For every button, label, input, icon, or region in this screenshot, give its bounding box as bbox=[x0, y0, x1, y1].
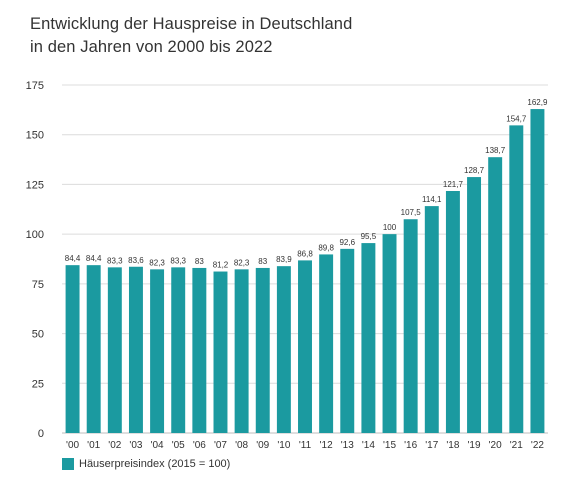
y-tick-label: 100 bbox=[26, 229, 44, 241]
data-label-18: 121,7 bbox=[443, 180, 464, 189]
y-tick-label: 125 bbox=[26, 179, 44, 191]
data-label-7: 81,2 bbox=[213, 261, 229, 270]
bar-12 bbox=[319, 254, 334, 433]
bar-13 bbox=[340, 248, 355, 433]
chart-title-line-2: in den Jahren von 2000 bis 2022 bbox=[30, 38, 273, 56]
bar-16 bbox=[403, 219, 418, 433]
bar-5 bbox=[171, 267, 186, 433]
data-label-0: 84,4 bbox=[65, 254, 81, 263]
x-tick-label-2: '02 bbox=[108, 440, 121, 451]
bar-9 bbox=[255, 267, 270, 433]
data-label-3: 83,6 bbox=[128, 256, 144, 265]
bar-1 bbox=[86, 265, 101, 433]
data-label-13: 92,6 bbox=[339, 238, 355, 247]
bar-17 bbox=[424, 206, 439, 433]
y-tick-label: 75 bbox=[32, 279, 44, 291]
x-tick-label-20: '20 bbox=[489, 440, 502, 451]
x-tick-label-8: '08 bbox=[235, 440, 248, 451]
bar-4 bbox=[150, 269, 165, 433]
bar-15 bbox=[382, 234, 397, 433]
bar-14 bbox=[361, 243, 376, 433]
data-label-12: 89,8 bbox=[318, 243, 334, 252]
x-axis-tick-labels: '00 '01 '02 '03 '04 '05 '06 '07 '08 '09 '10 '11 '12 '… bbox=[66, 440, 544, 451]
x-tick-label-16: '16 bbox=[404, 440, 417, 451]
bar-22 bbox=[530, 109, 545, 433]
data-label-1: 84,4 bbox=[86, 254, 102, 263]
bar-20 bbox=[488, 157, 503, 433]
x-tick-label-19: '19 bbox=[468, 440, 481, 451]
data-label-11: 86,8 bbox=[297, 249, 313, 258]
legend: Häuserpreisindex (2015 = 100) bbox=[62, 458, 230, 470]
x-tick-label-17: '17 bbox=[425, 440, 438, 451]
x-tick-label-11: '11 bbox=[299, 440, 312, 451]
grid-lines bbox=[62, 84, 548, 434]
bar-18 bbox=[445, 190, 460, 433]
data-label-8: 82,3 bbox=[234, 258, 250, 267]
x-tick-label-15: '15 bbox=[383, 440, 396, 451]
x-tick-label-22: '22 bbox=[531, 440, 544, 451]
data-labels: 84,4 84,4 83,3 83,6 82,3 83,3 83 81,2 82,3 83 83,9… bbox=[65, 98, 548, 269]
data-label-20: 138,7 bbox=[485, 146, 506, 155]
data-label-9: 83 bbox=[258, 257, 267, 266]
bar-2 bbox=[107, 267, 122, 433]
x-tick-label-21: '21 bbox=[510, 440, 523, 451]
chart-title-line-1: Entwicklung der Hauspreise in Deutschlan… bbox=[30, 15, 353, 33]
bar-11 bbox=[298, 260, 312, 433]
data-label-10: 83,9 bbox=[276, 255, 292, 264]
x-tick-label-18: '18 bbox=[446, 440, 459, 451]
x-tick-label-9: '09 bbox=[256, 440, 269, 451]
x-tick-label-3: '03 bbox=[129, 440, 142, 451]
data-label-19: 128,7 bbox=[464, 166, 485, 175]
x-tick-label-7: '07 bbox=[214, 440, 227, 451]
bar-10 bbox=[276, 266, 291, 433]
x-tick-label-1: '01 bbox=[87, 440, 100, 451]
chart-title: Entwicklung der Hauspreise in Deutschlan… bbox=[30, 13, 570, 59]
x-tick-label-13: '13 bbox=[341, 440, 354, 451]
bar-3 bbox=[128, 266, 143, 433]
data-label-17: 114,1 bbox=[422, 195, 442, 204]
data-label-22: 162,9 bbox=[527, 98, 548, 107]
x-tick-label-12: '12 bbox=[320, 440, 333, 451]
legend-swatch bbox=[62, 458, 74, 470]
y-tick-label: 25 bbox=[32, 378, 44, 390]
x-tick-label-4: '04 bbox=[151, 440, 164, 451]
y-axis-tick-labels: 0 25 50 75 100 125 150 175 bbox=[26, 80, 44, 440]
y-tick-label: 50 bbox=[32, 329, 44, 341]
bar-7 bbox=[213, 271, 228, 433]
bars bbox=[65, 109, 545, 434]
data-label-6: 83 bbox=[195, 257, 204, 266]
data-label-16: 107,5 bbox=[401, 208, 422, 217]
bar-8 bbox=[234, 269, 249, 433]
y-tick-label: 0 bbox=[38, 428, 44, 440]
x-tick-label-14: '14 bbox=[362, 440, 375, 451]
bar-0 bbox=[65, 265, 80, 433]
x-tick-label-5: '05 bbox=[172, 440, 185, 451]
y-tick-label: 150 bbox=[26, 130, 44, 142]
x-tick-label-6: '06 bbox=[193, 440, 206, 451]
data-label-5: 83,3 bbox=[170, 256, 186, 265]
data-label-2: 83,3 bbox=[107, 256, 123, 265]
data-label-4: 82,3 bbox=[149, 258, 165, 267]
data-label-15: 100 bbox=[383, 223, 397, 232]
data-label-21: 154,7 bbox=[506, 114, 527, 123]
data-label-14: 95,5 bbox=[361, 232, 377, 241]
bar-21 bbox=[509, 125, 524, 434]
x-tick-label-0: '00 bbox=[66, 440, 79, 451]
y-tick-label: 175 bbox=[26, 80, 44, 92]
bar-19 bbox=[467, 177, 482, 433]
bar-6 bbox=[192, 267, 207, 433]
legend-label: Häuserpreisindex (2015 = 100) bbox=[79, 458, 231, 470]
x-tick-label-10: '10 bbox=[277, 440, 290, 451]
